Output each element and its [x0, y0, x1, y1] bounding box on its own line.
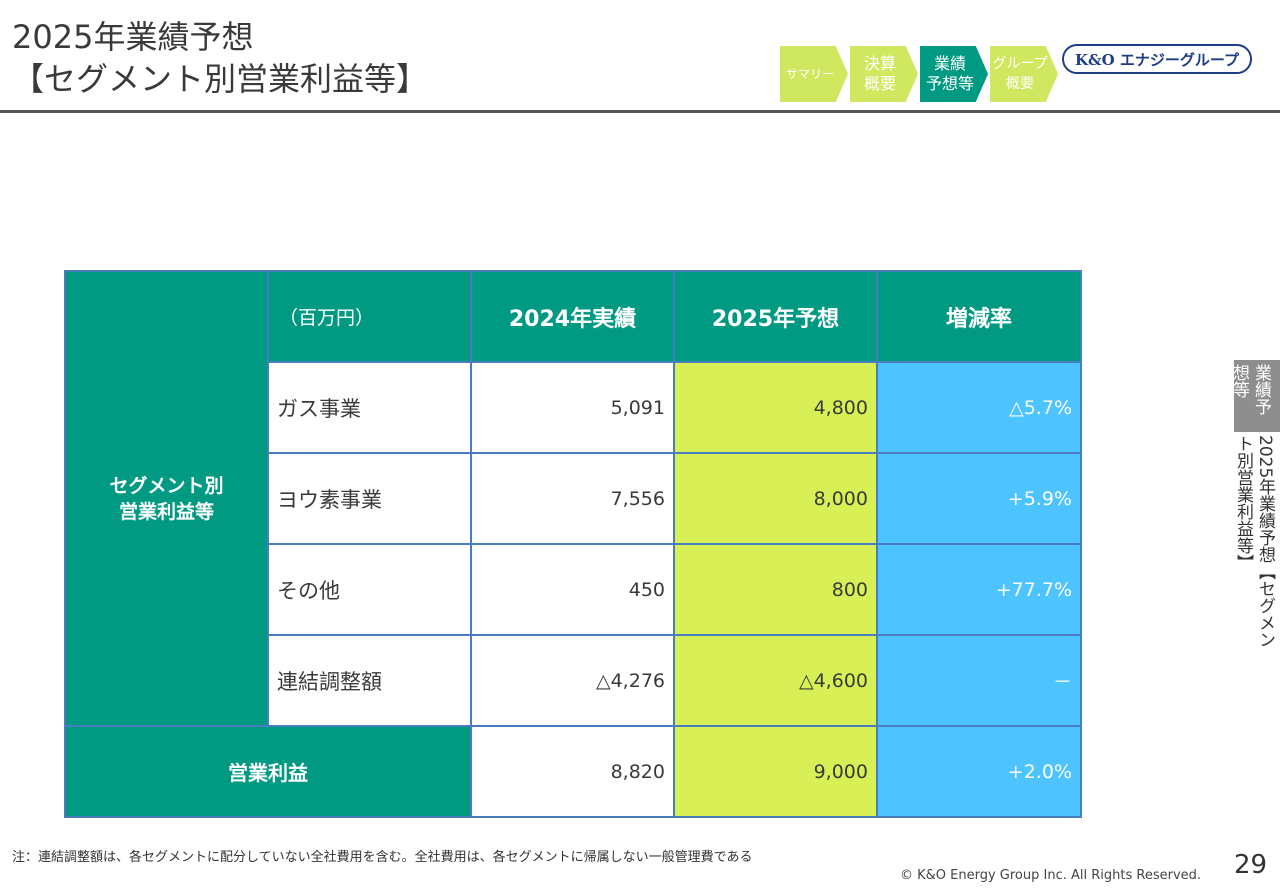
row-change-rate: △5.7% [876, 361, 1082, 454]
total-2024-value: 8,820 [470, 725, 675, 818]
table-row: ヨウ素事業 7,556 8,000 +5.9% [65, 452, 1082, 545]
header-2025-forecast: 2025年予想 [673, 270, 878, 363]
page-title-line2: 【セグメント別営業利益等】 [12, 60, 429, 98]
copyright: © K&O Energy Group Inc. All Rights Reser… [900, 868, 1202, 883]
nav-tab-summary-label: サマリー [785, 67, 834, 81]
row-name: その他 [267, 543, 472, 636]
footnote: 注：連結調整額は、各セグメントに配分していない全社費用を含む。全社費用は、各セグ… [12, 850, 753, 865]
segment-group-label-line2: 営業利益等 [118, 500, 214, 523]
row-2025-value: 8,000 [673, 452, 878, 545]
row-name: ヨウ素事業 [267, 452, 472, 545]
unit-label: （百万円） [267, 270, 472, 363]
row-2025-value: △4,600 [673, 634, 878, 727]
nav-tab-results[interactable]: 決算 概要 [850, 46, 918, 102]
row-change-rate: － [876, 634, 1082, 727]
nav-tab-results-label-2: 概要 [863, 74, 896, 93]
row-2024-value: 5,091 [470, 361, 675, 454]
page-title: 2025年業績予想 【セグメント別営業利益等】 [12, 16, 428, 100]
row-2024-value: 7,556 [470, 452, 675, 545]
table-total-row: 営業利益 8,820 9,000 +2.0% [64, 725, 1082, 818]
nav-tab-group-label-1: グループ [992, 56, 1048, 72]
row-2025-value: 800 [673, 543, 878, 636]
page-number: 29 [1234, 850, 1268, 880]
table-header-row: セグメント別 営業利益等 （百万円） 2024年実績 2025年予想 増減率 [64, 270, 1082, 727]
total-change-rate: +2.0% [876, 725, 1082, 818]
row-name: ガス事業 [267, 361, 472, 454]
title-divider [0, 110, 1280, 113]
segment-group-label: セグメント別 営業利益等 [64, 270, 269, 727]
section-badge: 業績予想等 [1229, 360, 1280, 432]
total-2025-value: 9,000 [673, 725, 878, 818]
nav-tab-group[interactable]: グループ 概要 [990, 46, 1058, 102]
row-2024-value: 450 [470, 543, 675, 636]
row-2024-value: △4,276 [470, 634, 675, 727]
segment-profit-table: セグメント別 営業利益等 （百万円） 2024年実績 2025年予想 増減率 ガ… [64, 270, 1082, 818]
nav-tab-summary[interactable]: サマリー [780, 46, 848, 102]
nav-tab-group-label-2: 概要 [1005, 76, 1034, 92]
row-change-rate: +77.7% [876, 543, 1082, 636]
header-2024-actual: 2024年実績 [470, 270, 675, 363]
company-logo: K&O エナジーグループ [1062, 44, 1252, 74]
table-row: ガス事業 5,091 4,800 △5.7% [65, 361, 1082, 454]
row-name: 連結調整額 [267, 634, 472, 727]
nav-tab-forecast-label-2: 予想等 [925, 74, 974, 93]
nav-tab-results-label-1: 決算 [863, 54, 896, 73]
row-change-rate: +5.9% [876, 452, 1082, 545]
nav-tab-forecast-label-1: 業績 [933, 54, 966, 73]
row-2025-value: 4,800 [673, 361, 878, 454]
total-label: 営業利益 [64, 725, 472, 818]
table-row: 連結調整額 △4,276 △4,600 － [65, 634, 1082, 727]
header-change-rate: 増減率 [876, 270, 1082, 363]
segment-group-label-line1: セグメント別 [109, 474, 224, 497]
page-title-line1: 2025年業績予想 [12, 18, 254, 56]
section-side-title: 2025年業績予想【セグメント別営業利益等】 [1233, 435, 1275, 649]
table-row: その他 450 800 +77.7% [65, 543, 1082, 636]
nav-tab-forecast[interactable]: 業績 予想等 [920, 46, 988, 102]
